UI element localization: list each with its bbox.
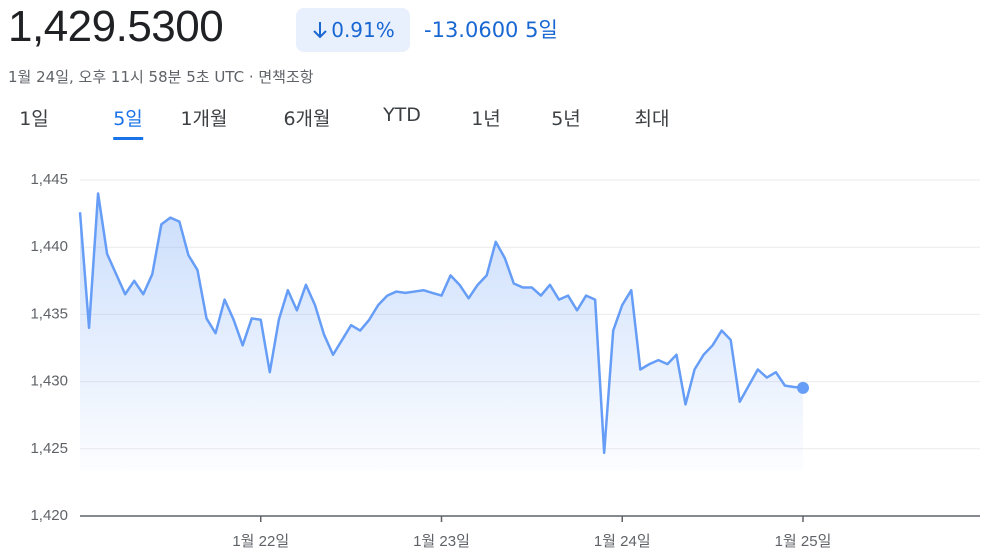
down-arrow	[313, 22, 327, 39]
line	[78, 192, 804, 455]
range-tab[interactable]: 5년	[551, 108, 581, 130]
x-tick-label: 1월 25일	[775, 533, 832, 550]
change-percent-pill: 0.91%	[296, 8, 410, 52]
range-tab[interactable]: 5일	[113, 104, 143, 140]
x-tick-label: 1월 24일	[594, 533, 651, 550]
y-tick-label: 1,425	[30, 440, 68, 457]
y-tick-label: 1,430	[30, 373, 68, 390]
timestamp: 1월 24일, 오후 11시 58분 5초 UTC · 면책조항	[8, 68, 314, 86]
range-tab[interactable]: 1일	[19, 108, 49, 130]
price: 1,429.5300	[8, 2, 224, 51]
area	[80, 193, 803, 471]
change-percent: 0.91%	[331, 18, 395, 42]
x-tick-label: 1월 23일	[413, 533, 470, 550]
y-tick-label: 1,420	[30, 507, 68, 524]
y-tick-label: 1,435	[30, 305, 68, 322]
x-tick-label: 1월 22일	[232, 533, 289, 550]
range-tab[interactable]: 6개월	[283, 108, 331, 130]
range-tab[interactable]: 최대	[634, 108, 670, 130]
range-tab[interactable]: YTD	[383, 104, 421, 126]
range-tab[interactable]: 1년	[471, 108, 501, 130]
y-tick-label: 1,440	[30, 238, 68, 255]
change: -13.0600 5일	[424, 18, 558, 42]
range-tab[interactable]: 1개월	[180, 108, 228, 130]
last-point	[797, 381, 809, 394]
y-tick-label: 1,445	[30, 171, 68, 188]
